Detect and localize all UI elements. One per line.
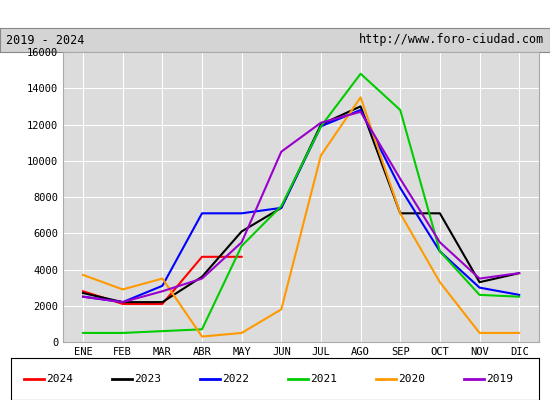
Text: 2021: 2021 [310, 374, 337, 384]
Text: 2022: 2022 [222, 374, 249, 384]
Text: 2019 - 2024: 2019 - 2024 [6, 34, 84, 46]
Text: 2019: 2019 [486, 374, 513, 384]
Text: 2020: 2020 [398, 374, 425, 384]
Text: 2023: 2023 [134, 374, 161, 384]
Text: 2024: 2024 [46, 374, 73, 384]
Text: Evolucion Nº Turistas Nacionales en el municipio de Santillana del Mar: Evolucion Nº Turistas Nacionales en el m… [54, 8, 496, 20]
Text: http://www.foro-ciudad.com: http://www.foro-ciudad.com [359, 34, 544, 46]
